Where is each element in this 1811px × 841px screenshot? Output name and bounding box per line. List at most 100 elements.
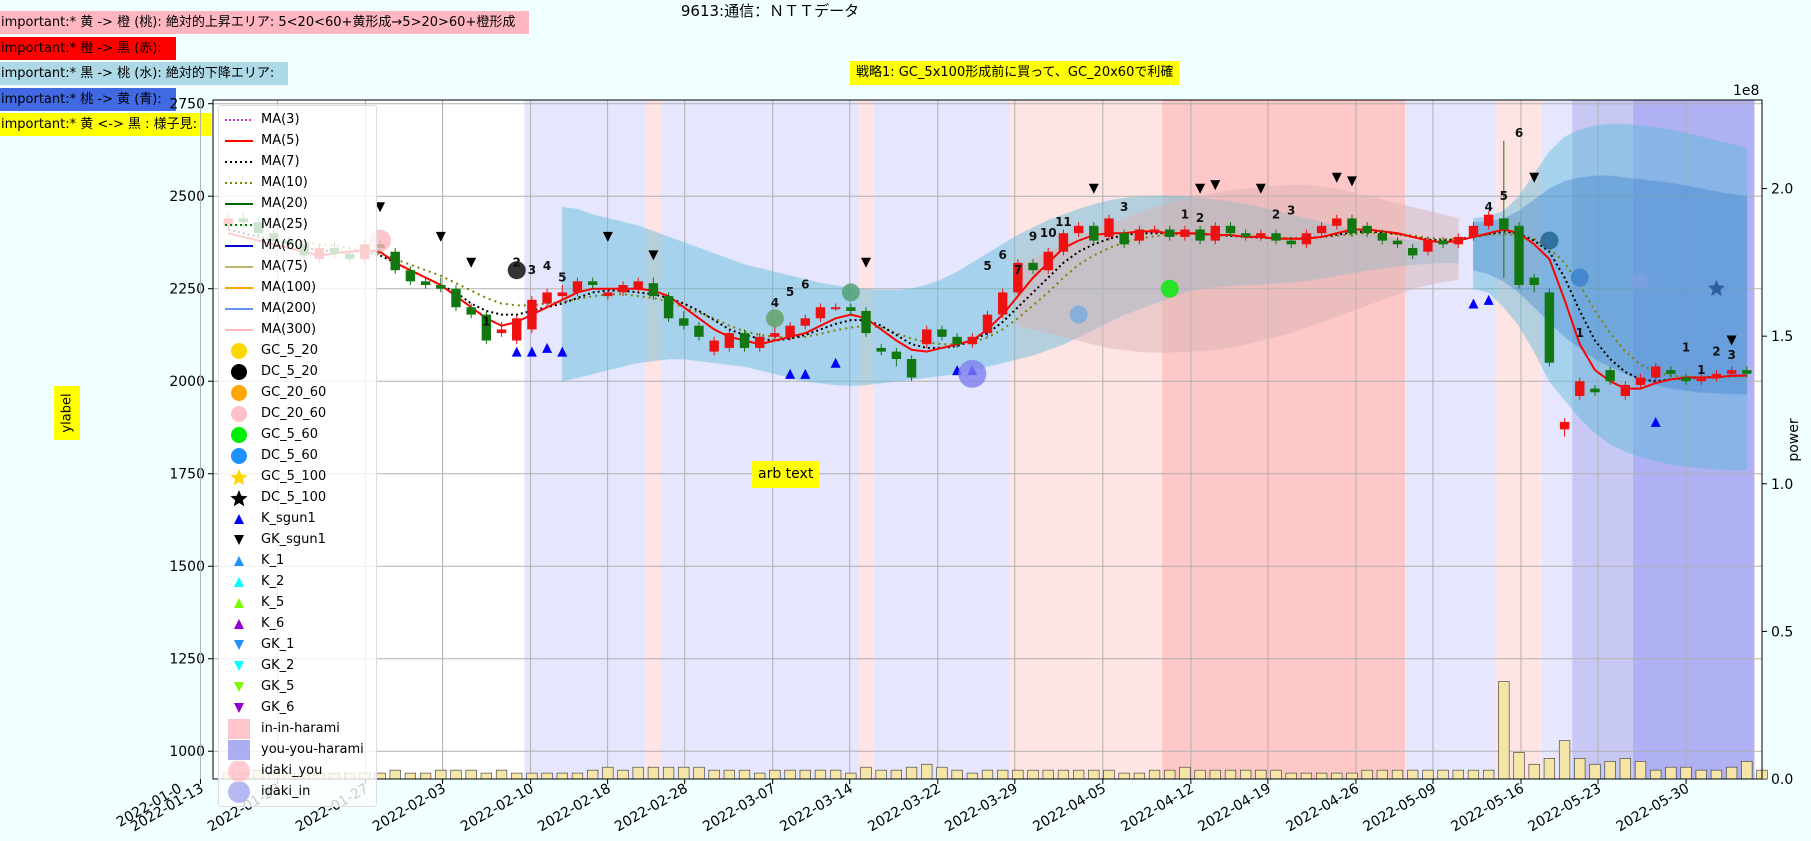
volume-bar xyxy=(1209,769,1221,780)
dc-5-100-marker xyxy=(1707,279,1726,296)
volume-bar xyxy=(1695,769,1707,780)
candle-body xyxy=(436,285,446,289)
candle-body xyxy=(1165,229,1175,237)
candle-body xyxy=(1559,421,1570,430)
cross-marker xyxy=(1160,279,1179,298)
candle-body xyxy=(1013,262,1023,293)
pattern-count-label: 4 xyxy=(771,296,779,310)
candle-body xyxy=(1483,214,1494,226)
volume-bar xyxy=(1361,769,1373,780)
x-tick-label: 2022-04-19 xyxy=(1195,781,1273,836)
volume-bar xyxy=(1483,769,1495,780)
legend-item: you-you-harami xyxy=(219,740,374,761)
legend-swatch xyxy=(225,203,253,205)
volume-bar xyxy=(678,766,690,780)
x-tick-label: 2022-05-09 xyxy=(1360,781,1438,836)
shade-region-1 xyxy=(645,100,661,779)
volume-bar xyxy=(1574,758,1586,780)
volume-bar xyxy=(1437,769,1449,780)
candle-body xyxy=(512,318,522,341)
volume-bar xyxy=(905,766,918,780)
legend-label: MA(25) xyxy=(261,217,308,232)
legend-swatch xyxy=(228,782,250,803)
legend-swatch xyxy=(234,703,244,713)
legend-swatch xyxy=(225,161,253,163)
volume-bar xyxy=(1027,769,1039,780)
shade-region-7 xyxy=(1405,100,1497,779)
legend-swatch xyxy=(231,427,247,443)
candle-body xyxy=(1499,218,1509,230)
cross-marker xyxy=(1632,273,1649,290)
y2-tick-label: 0.0 xyxy=(1771,772,1793,788)
candle-body xyxy=(390,251,400,271)
volume-bar xyxy=(1012,769,1024,780)
gk-sgun1-marker xyxy=(1346,176,1357,187)
legend-label: MA(3) xyxy=(261,112,300,127)
k-sgun1-marker xyxy=(1650,416,1661,427)
volume-bar xyxy=(830,769,842,780)
volume-bar xyxy=(1057,769,1070,780)
legend-label: GK_1 xyxy=(261,637,295,652)
legend-swatch xyxy=(228,740,250,760)
volume-bar xyxy=(1680,766,1692,780)
k-sgun1-marker xyxy=(557,346,568,357)
volume-bar xyxy=(1331,772,1343,780)
candle-body xyxy=(922,329,932,345)
y-tick-label: 1250 xyxy=(169,652,205,668)
gk-sgun1-marker xyxy=(466,257,477,268)
x-tick-label: 2022-02-28 xyxy=(612,781,690,836)
volume-bar xyxy=(1407,769,1419,780)
candle-body xyxy=(1058,233,1069,252)
legend-label: in-in-harami xyxy=(261,721,340,736)
volume-bar xyxy=(1452,769,1464,780)
legend-swatch xyxy=(234,577,244,587)
candle-body xyxy=(1514,225,1524,286)
legend-label: DC_5_60 xyxy=(261,448,318,463)
legend-label: GK_6 xyxy=(261,700,295,715)
volume-bar xyxy=(526,772,538,780)
candle-body xyxy=(724,333,735,348)
volume-bar xyxy=(419,772,432,780)
volume-bar xyxy=(708,769,720,780)
legend-swatch xyxy=(231,364,247,380)
candle-body xyxy=(891,351,902,360)
volume-bar xyxy=(1710,769,1723,780)
x-tick-label: 2022-03-07 xyxy=(700,781,778,836)
legend-item: DC_5_20 xyxy=(219,362,374,383)
candle-body xyxy=(1696,377,1706,382)
candle-body xyxy=(572,281,583,293)
x-tick-label: 2022-05-23 xyxy=(1526,781,1604,836)
candle-body xyxy=(967,336,978,345)
candle-body xyxy=(1043,251,1053,271)
pattern-count-label: 2 xyxy=(1272,207,1280,221)
cross-marker xyxy=(507,261,526,280)
shade-region-5 xyxy=(1010,100,1163,779)
candle-body xyxy=(618,285,628,293)
x-tick-label: 2022-02-18 xyxy=(535,781,613,836)
pattern-count-label: 7 xyxy=(1014,263,1022,277)
chart-title: 9613:通信：ＮＴＴデータ xyxy=(680,2,860,20)
pattern-count-label: 3 xyxy=(1727,348,1735,362)
candle-body xyxy=(1316,225,1327,234)
gk-sgun1-marker xyxy=(1088,183,1099,194)
candle-body xyxy=(1104,218,1114,237)
legend-item: idaki_you xyxy=(219,761,374,782)
candle-body xyxy=(1408,248,1418,256)
k-sgun1-marker xyxy=(785,368,796,379)
legend-label: GK_5 xyxy=(261,679,295,694)
volume-bar xyxy=(1558,740,1571,780)
volume-bar xyxy=(1589,763,1601,780)
legend-label: GC_5_60 xyxy=(261,427,318,442)
volume-bar xyxy=(1179,766,1191,780)
volume-bar xyxy=(784,769,796,780)
pattern-count-label: 5 xyxy=(983,259,991,273)
legend-item: MA(60) xyxy=(219,236,374,257)
pattern-count-label: 9 xyxy=(1029,230,1037,244)
legend-label: MA(5) xyxy=(261,133,300,148)
pattern-count-label: 6 xyxy=(1515,126,1523,140)
candle-body xyxy=(1362,225,1372,234)
legend-swatch xyxy=(234,661,244,671)
pattern-count-label: 1 xyxy=(1576,326,1584,340)
gk-sgun1-marker xyxy=(1195,183,1206,194)
